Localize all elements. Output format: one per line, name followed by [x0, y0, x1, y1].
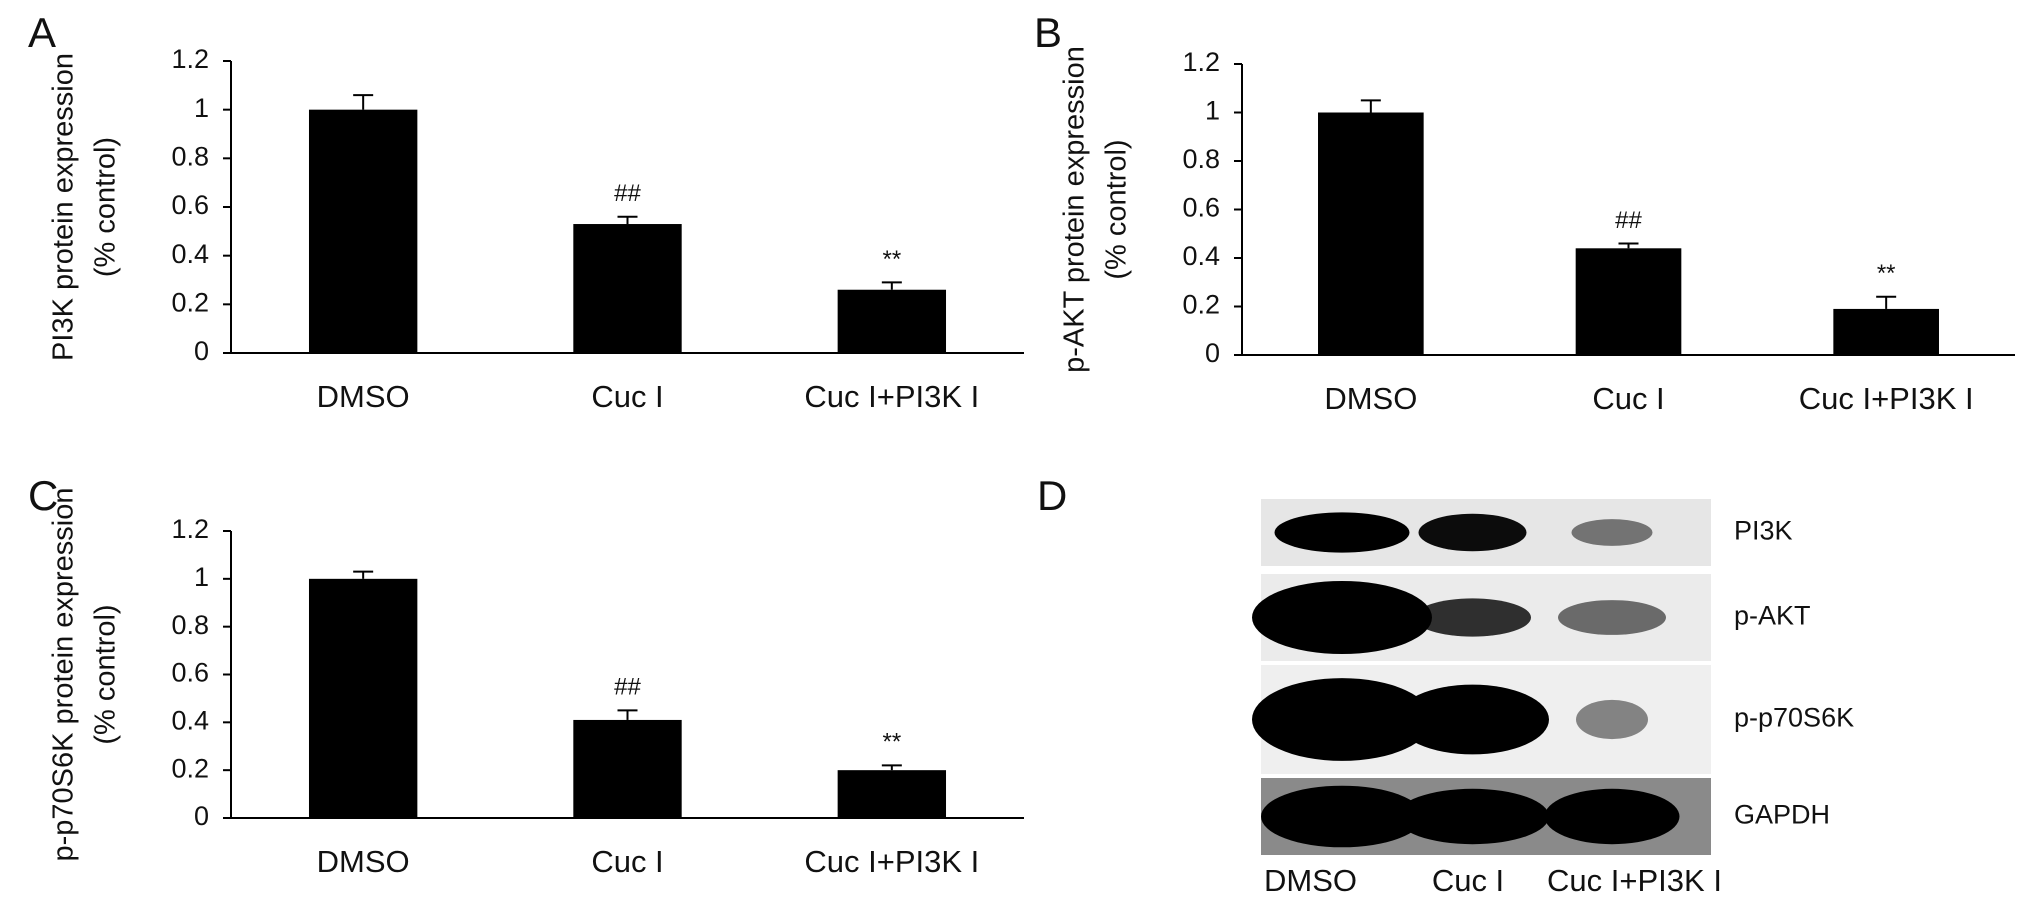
x-tick-label: DMSO: [1324, 381, 1417, 416]
y-tick-label: 0.6: [171, 190, 209, 220]
y-tick-label: 1: [194, 93, 209, 123]
y-tick-label: 0.2: [1182, 290, 1220, 320]
bar: [837, 770, 947, 818]
blot-band: [1571, 519, 1653, 546]
band-label: GAPDH: [1734, 800, 1830, 830]
lane-label: Cuc I+PI3K I: [1547, 863, 1722, 898]
panel-label: D: [1037, 472, 1067, 519]
y-tick-label: 0: [194, 336, 209, 366]
y-axis-label: (% control): [1101, 139, 1133, 279]
error-bar: [353, 94, 374, 110]
blot-band: [1252, 678, 1432, 761]
x-tick-label: Cuc I: [591, 844, 663, 879]
error-bar: [1618, 242, 1639, 249]
annotation: **: [882, 729, 901, 756]
y-tick-label: 1.2: [1182, 47, 1220, 77]
blot-band: [1558, 600, 1666, 635]
x-tick-label: Cuc I+PI3K I: [1799, 381, 1974, 416]
x-tick-label: Cuc I+PI3K I: [804, 844, 979, 879]
band-label: p-p70S6K: [1734, 703, 1854, 733]
y-tick-label: 0.4: [171, 239, 209, 269]
bar: [573, 719, 682, 818]
error-bar: [1360, 99, 1381, 113]
bar: [1318, 112, 1424, 355]
y-tick-label: 1: [194, 562, 209, 592]
y-tick-label: 0: [194, 801, 209, 831]
error-bar: [617, 215, 638, 225]
error-bar: [1876, 295, 1897, 309]
y-axis-label: p-AKT protein expression: [1059, 46, 1091, 373]
y-tick-label: 0.8: [171, 141, 209, 171]
blot-band: [1274, 512, 1410, 553]
y-tick-label: 0.8: [1182, 144, 1220, 174]
error-bar: [881, 281, 902, 290]
x-tick-label: DMSO: [317, 844, 410, 879]
panel-label: B: [1034, 9, 1062, 56]
y-axis-label: (% control): [90, 137, 122, 277]
y-axis-label: (% control): [90, 604, 122, 744]
y-tick-label: 0.2: [171, 287, 209, 317]
band-label: p-AKT: [1734, 601, 1811, 631]
bar: [1833, 308, 1939, 355]
blot-band: [1544, 788, 1680, 845]
blot-band: [1396, 788, 1549, 845]
error-bar: [617, 709, 638, 720]
annotation: **: [1877, 260, 1896, 287]
blot-band: [1414, 598, 1531, 637]
bar: [308, 578, 418, 818]
lane-label: Cuc I: [1432, 863, 1504, 898]
panel-label: C: [28, 472, 58, 519]
panel-label: A: [28, 9, 56, 56]
annotation: ##: [1615, 207, 1642, 234]
blot-band: [1418, 513, 1527, 552]
x-tick-label: Cuc I: [591, 379, 663, 414]
y-axis-label: PI3K protein expression: [48, 53, 80, 361]
x-tick-label: Cuc I+PI3K I: [804, 379, 979, 414]
bar: [573, 224, 682, 353]
blot-band: [1396, 684, 1549, 755]
y-tick-label: 0.4: [1182, 241, 1220, 271]
annotation: **: [882, 246, 901, 273]
bar: [308, 109, 418, 354]
blot-band: [1261, 785, 1423, 848]
error-bar: [353, 570, 374, 579]
y-tick-label: 0.4: [171, 705, 209, 735]
x-tick-label: Cuc I: [1592, 381, 1664, 416]
blot-band: [1252, 580, 1432, 655]
annotation: ##: [614, 674, 641, 701]
blot-band: [1576, 699, 1648, 740]
y-tick-label: 0.8: [171, 610, 209, 640]
y-tick-label: 1: [1205, 96, 1220, 126]
bar: [837, 289, 947, 353]
y-tick-label: 0: [1205, 338, 1220, 368]
y-tick-label: 0.2: [171, 753, 209, 783]
error-bar: [881, 764, 902, 771]
y-tick-label: 0.6: [1182, 193, 1220, 223]
band-label: PI3K: [1734, 516, 1793, 546]
annotation: ##: [614, 180, 641, 207]
lane-label: DMSO: [1264, 863, 1357, 898]
x-tick-label: DMSO: [317, 379, 410, 414]
y-tick-label: 0.6: [171, 658, 209, 688]
y-tick-label: 1.2: [171, 514, 209, 544]
bar: [1575, 248, 1682, 355]
y-tick-label: 1.2: [171, 44, 209, 74]
y-axis-label: p-p70S6K protein expression: [48, 487, 80, 861]
